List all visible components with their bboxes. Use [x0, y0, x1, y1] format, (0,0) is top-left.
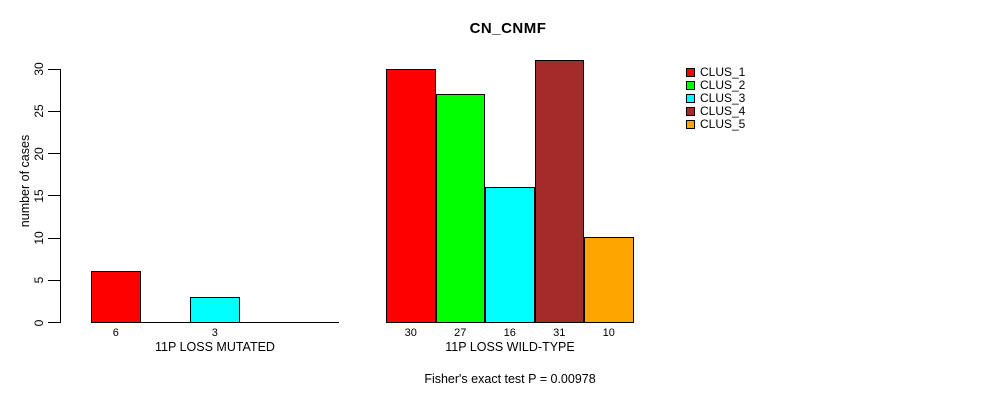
bar-clus_1 — [91, 271, 141, 323]
legend-row: CLUS_1 — [686, 66, 745, 79]
y-axis-line — [60, 69, 61, 323]
legend-label: CLUS_1 — [700, 65, 746, 79]
x-axis-label-mutated: 11P LOSS MUTATED — [155, 340, 275, 354]
legend-row: CLUS_2 — [686, 79, 745, 92]
bar-clus_1 — [386, 69, 436, 323]
y-tick — [48, 110, 60, 112]
legend-label: CLUS_5 — [700, 117, 746, 131]
y-tick — [48, 322, 60, 323]
bar-clus_3 — [485, 187, 535, 323]
y-tick — [48, 153, 60, 154]
y-tick-label: 20 — [32, 146, 46, 161]
y-tick — [48, 195, 60, 197]
legend-swatch-icon — [686, 120, 695, 129]
y-tick — [48, 279, 60, 281]
bar-value-label: 10 — [602, 327, 615, 339]
bar-value-label: 6 — [112, 327, 119, 339]
y-tick-label: 25 — [32, 104, 46, 118]
y-tick-label: 15 — [32, 189, 46, 203]
bar-clus_4 — [534, 60, 584, 323]
legend-swatch-icon — [686, 107, 695, 116]
bar-value-label: 31 — [553, 327, 566, 339]
bar-clus_2 — [435, 94, 485, 323]
bar-value-label: 3 — [211, 327, 218, 339]
legend-label: CLUS_3 — [700, 91, 746, 105]
y-tick — [48, 68, 60, 70]
y-tick-label: 30 — [32, 62, 46, 76]
legend-swatch-icon — [686, 94, 695, 103]
y-tick — [48, 237, 60, 239]
legend: CLUS_1 CLUS_2 CLUS_3 CLUS_4 CLUS_5 — [686, 66, 745, 131]
fisher-test-footnote: Fisher's exact test P = 0.00978 — [424, 372, 596, 386]
legend-label: CLUS_2 — [700, 78, 746, 92]
x-axis-label-wildtype: 11P LOSS WILD-TYPE — [445, 340, 575, 354]
legend-label: CLUS_4 — [700, 104, 746, 118]
y-tick-label: 10 — [32, 231, 46, 245]
bar-value-label: 27 — [454, 327, 467, 339]
legend-swatch-icon — [686, 68, 695, 77]
bar-clus_5 — [584, 237, 634, 323]
y-tick-label: 0 — [32, 319, 46, 326]
bar-value-label: 16 — [503, 327, 516, 339]
legend-row: CLUS_4 — [686, 105, 745, 118]
legend-row: CLUS_5 — [686, 118, 745, 131]
chart-title: CN_CNMF — [469, 20, 547, 37]
legend-row: CLUS_3 — [686, 92, 745, 105]
y-tick-label: 5 — [32, 276, 46, 284]
legend-swatch-icon — [686, 81, 695, 90]
bar-value-label: 30 — [404, 327, 417, 339]
bar-clus_3 — [190, 297, 240, 323]
